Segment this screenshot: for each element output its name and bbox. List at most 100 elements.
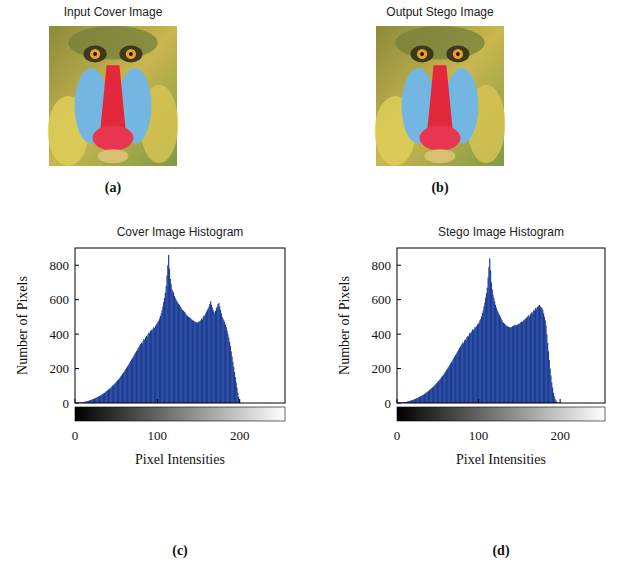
histogram-bar [173, 293, 174, 403]
histogram-bar [213, 312, 214, 403]
y-axis-title: Number of Pixels [15, 276, 30, 375]
histogram-bar [222, 317, 223, 403]
pupil [129, 52, 133, 56]
histogram-bar [421, 396, 422, 403]
eye [453, 49, 463, 59]
histogram-bar [93, 399, 94, 403]
histogram-bar [110, 388, 111, 404]
histogram-bar [505, 326, 506, 404]
eye [417, 49, 427, 59]
histogram-bar [519, 324, 520, 403]
histogram-bar [507, 326, 508, 403]
histogram-bar [106, 391, 107, 403]
histogram-bar [472, 329, 473, 403]
histogram-bar [491, 282, 492, 403]
histogram-bar [98, 396, 99, 403]
histogram-bar [96, 397, 97, 403]
histogram-bar [186, 315, 187, 403]
histogram-bar [528, 316, 529, 403]
histogram-bar [427, 392, 428, 403]
y-tick-label: 600 [50, 292, 70, 307]
histogram-bar [168, 255, 169, 403]
histogram-bar [107, 390, 108, 403]
x-tick-label: 0 [72, 428, 79, 443]
histogram-bar [194, 321, 195, 403]
chin [425, 149, 456, 163]
x-axis-title: Pixel Intensities [456, 452, 546, 467]
histogram-bar [417, 398, 418, 403]
histogram-bar [176, 301, 177, 403]
histogram-bar [225, 325, 226, 403]
histogram-bar [223, 320, 224, 403]
histogram-bar [512, 326, 513, 403]
histogram-bar [430, 389, 431, 403]
histogram-bar [115, 382, 116, 403]
histogram-bar [237, 393, 238, 403]
panel-label: (c) [172, 543, 188, 559]
histogram-bar [218, 303, 219, 403]
histogram-bar [183, 311, 184, 403]
histogram-bar [514, 326, 515, 404]
histogram-bar [510, 328, 511, 403]
histogram-bar [236, 382, 237, 403]
histogram-bar [426, 392, 427, 403]
y-tick-label: 0 [385, 396, 392, 411]
histogram-bar [198, 322, 199, 403]
histogram-bar [213, 310, 214, 403]
eye-socket [84, 46, 107, 63]
histogram-bar [226, 327, 227, 403]
chart-panel: Stego Image Histogram0200400600800010020… [337, 225, 605, 559]
histogram-bar [435, 384, 436, 403]
histogram-bar [94, 399, 95, 403]
histogram-bar [211, 305, 212, 403]
histogram-bar [503, 323, 504, 403]
histogram-bar [238, 397, 239, 403]
histogram-bar [143, 339, 144, 403]
histogram-bar [174, 296, 175, 403]
histogram-bar [422, 395, 423, 403]
histogram-bar [497, 312, 498, 403]
histogram-bar [435, 385, 436, 403]
pupil [456, 52, 460, 56]
x-tick-label: 0 [394, 428, 401, 443]
histogram-bar [527, 317, 528, 403]
histogram-bar [105, 392, 106, 403]
histogram-bar [195, 322, 196, 403]
histogram-bar [431, 388, 432, 403]
y-tick [397, 403, 401, 404]
histogram-bar [234, 372, 235, 403]
histogram-bar [497, 310, 498, 403]
eye-socket [119, 46, 142, 63]
histogram-bar [417, 398, 418, 403]
histogram-bar [231, 351, 232, 403]
histogram-bar [545, 320, 546, 403]
histogram-bar [185, 314, 186, 403]
histogram-bar [189, 318, 190, 403]
panel-label: (d) [492, 543, 509, 559]
histogram-bar [430, 389, 431, 403]
histogram-bar [506, 326, 507, 403]
histogram-bar [182, 310, 183, 403]
histogram-bar [502, 322, 503, 403]
histogram-bar [170, 279, 171, 403]
x-tick-label: 100 [469, 428, 489, 443]
histogram-bar [177, 302, 178, 403]
histogram-bar [421, 395, 422, 403]
histogram-bar [554, 396, 555, 403]
nose-tip [420, 125, 461, 150]
eye-socket [411, 46, 434, 63]
fur-patch [395, 26, 485, 60]
panel-label: (b) [431, 180, 448, 196]
histogram-bar [194, 322, 195, 403]
histogram-bar [550, 375, 551, 403]
histogram-bar [467, 336, 468, 403]
chin [98, 149, 129, 163]
histogram-bar [428, 391, 429, 403]
histogram-bar [419, 397, 420, 403]
histogram-bar [192, 320, 193, 403]
histogram-bar [220, 310, 221, 403]
histogram-bar [102, 394, 103, 403]
histogram-bar [236, 388, 237, 404]
intensity-ramp [397, 407, 605, 421]
histogram-bar [91, 400, 92, 403]
